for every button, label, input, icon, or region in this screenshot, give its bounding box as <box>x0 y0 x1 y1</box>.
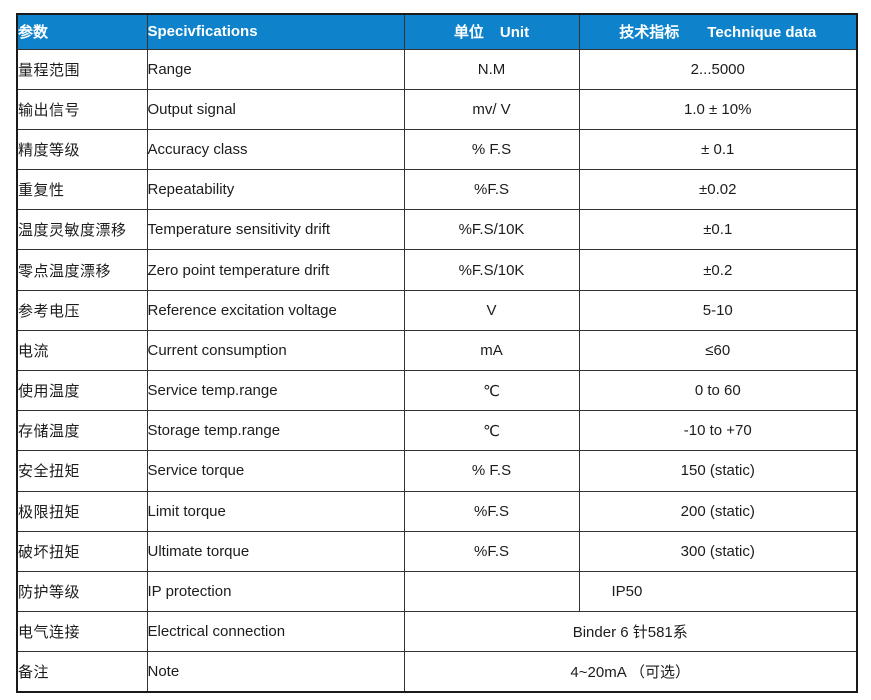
spec-cell: IP protection <box>146 570 405 613</box>
param-cell: 存储温度 <box>16 410 148 452</box>
table-row: 电气连接 Electrical connection Binder 6 针581系 <box>16 611 858 653</box>
header-data-en-label: Technique data <box>707 24 817 42</box>
table-row: 防护等级 IP protection IP50 <box>16 570 858 613</box>
unit-cell: %F.S <box>403 490 580 532</box>
table-row: 重复性 Repeatability %F.S ±0.02 <box>16 169 858 211</box>
table-row: 电流 Current consumption mA ≤60 <box>16 329 858 372</box>
spec-cell: Service temp.range <box>146 369 405 412</box>
param-cell: 零点温度漂移 <box>16 249 148 291</box>
table-row: 参考电压 Reference excitation voltage V 5-10 <box>16 289 858 331</box>
unit-cell: mA <box>403 329 580 372</box>
header-param-label: 参数 <box>18 24 49 42</box>
spec-table: 参数 Specivfications 单位 Unit 技术指标 Technique … <box>16 13 858 693</box>
header-param: 参数 <box>16 13 148 50</box>
param-cell: 参考电压 <box>16 289 148 331</box>
table-row: 使用温度 Service temp.range ℃ 0 to 60 <box>16 369 858 412</box>
unit-cell: %F.S <box>403 530 580 572</box>
unit-cell: % F.S <box>403 128 580 171</box>
unit-cell: V <box>403 289 580 331</box>
table-row: 温度灵敏度漂移 Temperature sensitivity drift %F.S… <box>16 209 858 251</box>
unit-cell: %F.S/10K <box>403 209 580 251</box>
table-row: 量程范围 Range N.M 2...5000 <box>16 48 858 90</box>
spec-cell: Zero point temperature drift <box>146 249 405 291</box>
spec-cell: Note <box>146 651 405 693</box>
param-cell: 安全扭矩 <box>16 450 148 492</box>
table-row: 精度等级 Accuracy class% F.S ± 0.1 <box>16 128 858 171</box>
unit-cell: mv/ V <box>403 88 580 130</box>
value-cell: 1.0 ± 10% <box>578 88 858 130</box>
param-cell: 温度灵敏度漂移 <box>16 209 148 251</box>
spec-sheet: 参数 Specivfications 单位 Unit 技术指标 Technique … <box>16 13 858 693</box>
spec-table-body: 量程范围 Range N.M 2...5000 输出信号 Output signal mv/… <box>16 48 858 693</box>
param-cell: 输出信号 <box>16 88 148 130</box>
param-cell: 电气连接 <box>16 611 148 653</box>
spec-cell: Service torque <box>146 450 405 492</box>
param-cell: 电流 <box>16 329 148 372</box>
value-cell: 300 (static) <box>578 530 858 572</box>
header-data-zh-label: 技术指标 <box>619 24 680 42</box>
merged-value-cell: Binder 6 针581系 <box>403 611 858 653</box>
value-cell: -10 to +70 <box>578 410 858 452</box>
param-cell: 防护等级 <box>16 570 148 613</box>
table-row: 备注 Note 4~20mA （可选） <box>16 651 858 693</box>
header-specifications-label: Specivfications <box>147 23 258 41</box>
spec-cell: Accuracy class <box>146 128 405 171</box>
unit-cell: %F.S/10K <box>403 249 580 291</box>
unit-cell: N.M <box>403 48 580 90</box>
spec-cell: Reference excitation voltage <box>146 289 405 331</box>
header-unit-zh-label: 单位 <box>453 24 484 42</box>
spec-cell: Limit torque <box>146 490 405 532</box>
header-specifications: Specivfications <box>146 13 405 50</box>
param-cell: 使用温度 <box>16 369 148 412</box>
unit-cell: % F.S <box>403 450 580 492</box>
param-cell: 精度等级 <box>16 128 148 171</box>
value-cell: ±0.2 <box>578 249 858 291</box>
unit-cell: ℃ <box>403 410 580 452</box>
spec-cell: Temperature sensitivity drift <box>146 209 405 251</box>
value-cell: ±0.02 <box>578 169 858 211</box>
value-cell: 200 (static) <box>578 490 858 532</box>
header-unit-en-label: Unit <box>499 24 530 42</box>
value-cell: ±0.1 <box>578 209 858 251</box>
value-cell: 150 (static) <box>578 450 858 492</box>
header-row: 参数 Specivfications 单位 Unit 技术指标 Technique … <box>16 13 858 50</box>
value-cell: 0 to 60 <box>578 369 858 412</box>
table-row: 输出信号 Output signal mv/ V 1.0 ± 10% <box>16 88 858 130</box>
value-cell: ± 0.1 <box>578 128 858 171</box>
table-row: 极限扭矩 Limit torque %F.S 200 (static) <box>16 490 858 532</box>
spec-cell: Ultimate torque <box>146 530 405 572</box>
merged-value-cell: 4~20mA （可选） <box>403 651 858 693</box>
value-cell: IP50 <box>578 570 858 613</box>
param-cell: 量程范围 <box>16 48 148 90</box>
param-cell: 备注 <box>16 651 148 693</box>
param-cell: 破坏扭矩 <box>16 530 148 572</box>
value-cell: ≤60 <box>578 329 858 372</box>
header-unit: 单位 Unit <box>403 13 580 50</box>
table-row: 存储温度 Storage temp.range ℃ -10 to +70 <box>16 410 858 452</box>
unit-cell: %F.S <box>403 169 580 211</box>
value-cell: 5-10 <box>578 289 858 331</box>
spec-cell: Current consumption <box>146 329 405 372</box>
param-cell: 重复性 <box>16 169 148 211</box>
table-row: 零点温度漂移 Zero point temperature drift %F.S/1… <box>16 249 858 291</box>
param-cell: 极限扭矩 <box>16 490 148 532</box>
spec-cell: Electrical connection <box>146 611 405 653</box>
table-row: 安全扭矩 Service torque% F.S 150 (static) <box>16 450 858 492</box>
spec-cell: Storage temp.range <box>146 410 405 452</box>
spec-table-header: 参数 Specivfications 单位 Unit 技术指标 Technique … <box>16 13 858 50</box>
spec-cell: Repeatability <box>146 169 405 211</box>
spec-cell: Output signal <box>146 88 405 130</box>
spec-cell: Range <box>146 48 405 90</box>
unit-cell: ℃ <box>403 369 580 412</box>
value-cell: 2...5000 <box>578 48 858 90</box>
unit-cell <box>403 570 580 613</box>
table-row: 破坏扭矩 Ultimate torque %F.S 300 (static) <box>16 530 858 572</box>
header-technique-data: 技术指标 Technique data <box>578 13 858 50</box>
